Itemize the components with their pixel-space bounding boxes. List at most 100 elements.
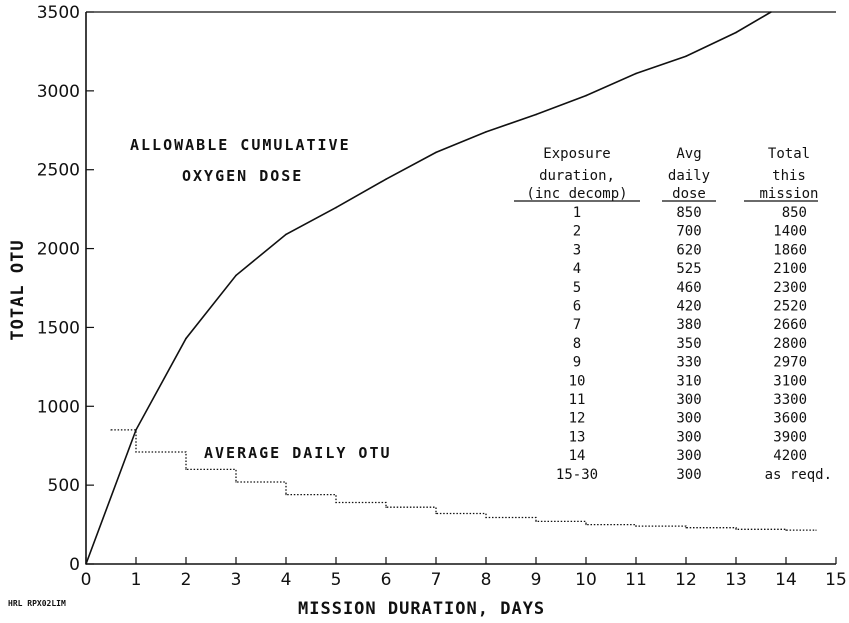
table-cell: 380 (676, 317, 701, 333)
average-daily-otu-point (285, 494, 287, 496)
table-cell: 300 (676, 392, 701, 408)
table-cell: 460 (676, 280, 701, 296)
series-layer (85, 11, 817, 565)
table-cell: 850 (676, 205, 701, 221)
table-cell: 7 (573, 317, 581, 333)
table-cell: 1860 (773, 242, 807, 258)
table-cell: 1 (573, 205, 581, 221)
average-daily-otu-point (785, 529, 787, 531)
average-daily-otu-point (685, 527, 687, 529)
table-cell: 4200 (773, 448, 807, 464)
annotation-average-daily: AVERAGE DAILY OTU (204, 444, 392, 462)
table-cell: 12 (569, 411, 586, 427)
cumulative-dose-point (435, 151, 437, 154)
cumulative-dose-point (735, 31, 737, 34)
table-cell: 2 (573, 224, 581, 240)
x-tick-label: 2 (181, 570, 192, 590)
table-cell: 13 (569, 429, 586, 445)
table-cell: 620 (676, 242, 701, 258)
average-daily-otu-point (815, 529, 817, 531)
table-cell: 4 (573, 261, 581, 277)
table-cell: 300 (676, 448, 701, 464)
average-daily-otu-point (235, 481, 237, 483)
table-cell: 300 (676, 411, 701, 427)
table-cell: 3900 (773, 429, 807, 445)
table-cell: 2660 (773, 317, 807, 333)
cumulative-dose-point (335, 206, 337, 209)
table-cell: 1400 (773, 224, 807, 240)
footer-code: HRL RPX02LIM (8, 599, 66, 608)
x-tick-label: 13 (725, 570, 747, 590)
table-cell: 8 (573, 336, 581, 352)
x-tick-label: 14 (775, 570, 797, 590)
cumulative-dose-line (85, 11, 772, 565)
table-header-col2-line3: dose (672, 186, 706, 202)
y-tick-label: 1500 (37, 318, 80, 338)
table-cell: 330 (676, 355, 701, 371)
table-cell: 2100 (773, 261, 807, 277)
average-daily-otu-point (535, 520, 537, 523)
average-daily-otu-point (485, 516, 487, 519)
table-header-col3-line2: this (772, 168, 806, 184)
cumulative-dose-point (285, 233, 287, 236)
average-daily-otu-point (135, 451, 137, 453)
annotation-cumulative-line1: ALLOWABLE CUMULATIVE (130, 136, 351, 154)
average-daily-otu-point (185, 468, 187, 470)
cumulative-dose-point (85, 563, 87, 565)
table-cell: 310 (676, 373, 701, 389)
table-header-col1-line3: (inc decomp) (526, 186, 627, 202)
cumulative-dose-point (535, 113, 537, 116)
y-tick-label: 2000 (37, 240, 80, 260)
table-cell: 9 (573, 355, 581, 371)
table-cell: 3100 (773, 373, 807, 389)
table-header-col1-line2: duration, (539, 168, 615, 184)
x-axis-title: MISSION DURATION, DAYS (298, 599, 545, 619)
table-cell: 350 (676, 336, 701, 352)
table-cell: as reqd. (765, 467, 832, 483)
y-axis-title: TOTAL OTU (8, 239, 28, 340)
cumulative-dose-point (485, 131, 487, 133)
table-header-col3-line3: mission (759, 186, 818, 202)
table-cell: 300 (676, 429, 701, 445)
table-cell: 14 (569, 448, 586, 464)
cumulative-dose-point (685, 55, 687, 57)
dose-table: Exposure duration, (inc decomp) Avg daily dos… (514, 146, 832, 483)
x-tick-label: 12 (675, 570, 697, 590)
y-tick-label: 1000 (37, 397, 80, 417)
y-tick-label: 500 (48, 476, 80, 496)
x-tick-label: 9 (531, 570, 542, 590)
average-daily-otu-point (110, 429, 112, 431)
table-cell: 3600 (773, 411, 807, 427)
cumulative-dose-point (770, 11, 772, 13)
y-tick-label: 2500 (37, 161, 80, 181)
table-cell: 2800 (773, 336, 807, 352)
x-tick-label: 7 (431, 570, 442, 590)
x-tick-label: 6 (381, 570, 392, 590)
y-tick-label: 0 (69, 555, 80, 575)
annotation-cumulative-line2: OXYGEN DOSE (182, 167, 303, 185)
table-header-col1-line1: Exposure (543, 146, 610, 162)
y-tick-label: 3500 (37, 3, 80, 23)
table-cell: 850 (782, 205, 807, 221)
cumulative-dose-point (585, 94, 587, 97)
table-cell: 2300 (773, 280, 807, 296)
average-daily-otu-step (111, 429, 816, 531)
table-header-col3-line1: Total (768, 146, 810, 162)
x-tick-label: 10 (575, 570, 597, 590)
table-cell: 420 (676, 299, 701, 315)
table-cell: 11 (569, 392, 586, 408)
table-cell: 3300 (773, 392, 807, 408)
average-daily-otu-point (585, 523, 587, 526)
table-header-col2-line2: daily (668, 168, 710, 184)
table-cell: 2520 (773, 299, 807, 315)
cumulative-dose-point (235, 274, 237, 277)
table-cell: 6 (573, 299, 581, 315)
x-tick-label: 1 (131, 570, 142, 590)
cumulative-dose-point (185, 337, 187, 340)
table-cell: 525 (676, 261, 701, 277)
x-tick-label: 3 (231, 570, 242, 590)
table-cell: 10 (569, 373, 586, 389)
x-tick-label: 0 (81, 570, 92, 590)
table-cell: 300 (676, 467, 701, 483)
